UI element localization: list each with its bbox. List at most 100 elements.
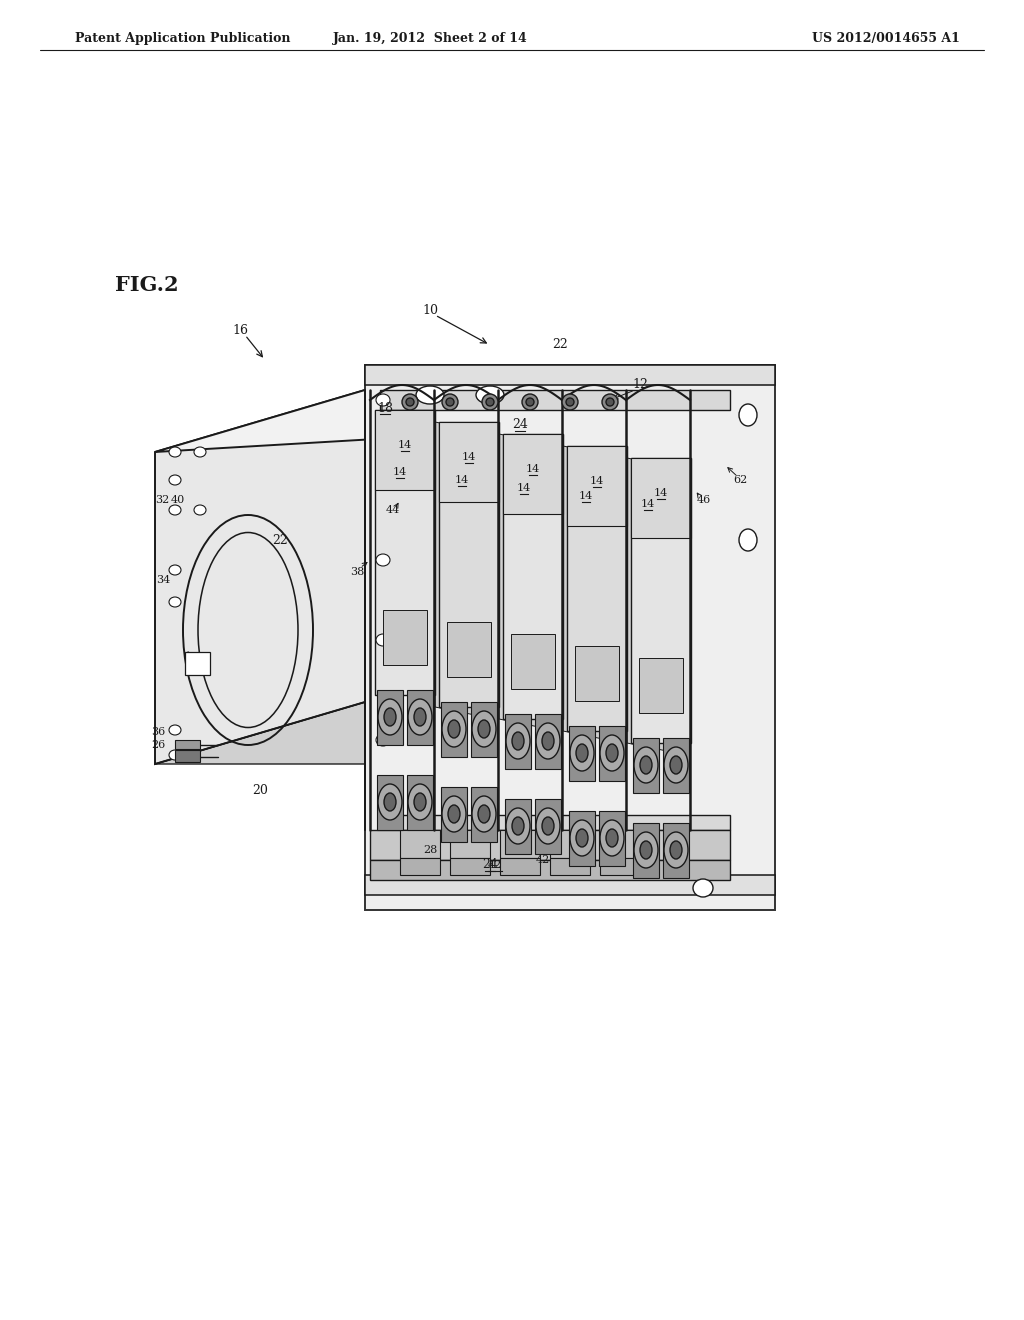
Polygon shape	[155, 702, 770, 837]
Polygon shape	[380, 389, 730, 411]
Polygon shape	[155, 366, 770, 451]
Ellipse shape	[478, 719, 490, 738]
Ellipse shape	[536, 808, 560, 843]
Text: 34: 34	[156, 576, 170, 585]
Polygon shape	[439, 422, 499, 502]
Polygon shape	[633, 822, 659, 878]
Text: 44: 44	[628, 506, 642, 515]
Ellipse shape	[606, 399, 614, 407]
Polygon shape	[505, 799, 531, 854]
Ellipse shape	[739, 529, 757, 550]
Text: 14: 14	[393, 467, 408, 477]
Polygon shape	[663, 822, 689, 878]
Polygon shape	[567, 446, 627, 731]
Ellipse shape	[600, 820, 624, 855]
Polygon shape	[631, 458, 691, 743]
Polygon shape	[365, 875, 775, 895]
Polygon shape	[370, 861, 730, 880]
Ellipse shape	[376, 634, 390, 645]
Text: 44: 44	[548, 515, 562, 525]
Polygon shape	[377, 775, 403, 830]
Text: 22: 22	[552, 338, 568, 351]
Text: 14: 14	[526, 465, 540, 474]
Ellipse shape	[169, 475, 181, 484]
Ellipse shape	[486, 399, 494, 407]
Ellipse shape	[449, 805, 460, 822]
Ellipse shape	[526, 399, 534, 407]
Ellipse shape	[414, 708, 426, 726]
Ellipse shape	[446, 399, 454, 407]
Ellipse shape	[640, 841, 652, 859]
Text: 24: 24	[482, 858, 498, 871]
Ellipse shape	[376, 444, 390, 455]
Text: Patent Application Publication: Patent Application Publication	[75, 32, 291, 45]
Polygon shape	[380, 814, 730, 830]
Ellipse shape	[169, 506, 181, 515]
Ellipse shape	[570, 735, 594, 771]
Ellipse shape	[449, 719, 460, 738]
Ellipse shape	[406, 399, 414, 407]
Text: 44: 44	[386, 506, 400, 515]
Ellipse shape	[506, 723, 530, 759]
Ellipse shape	[640, 756, 652, 774]
Ellipse shape	[478, 805, 490, 822]
Polygon shape	[600, 830, 640, 858]
Ellipse shape	[194, 506, 206, 515]
Text: 24: 24	[512, 418, 528, 432]
Polygon shape	[407, 775, 433, 830]
Ellipse shape	[476, 455, 504, 474]
Polygon shape	[450, 858, 490, 875]
Ellipse shape	[169, 750, 181, 760]
Text: 22: 22	[272, 533, 288, 546]
Ellipse shape	[512, 817, 524, 836]
Polygon shape	[447, 622, 490, 677]
Ellipse shape	[566, 399, 574, 407]
Ellipse shape	[522, 393, 538, 411]
Polygon shape	[535, 799, 561, 854]
Text: Jan. 19, 2012  Sheet 2 of 14: Jan. 19, 2012 Sheet 2 of 14	[333, 32, 527, 45]
Ellipse shape	[542, 733, 554, 750]
Ellipse shape	[664, 832, 688, 869]
Polygon shape	[567, 446, 627, 525]
Text: 14: 14	[579, 491, 593, 502]
Ellipse shape	[512, 733, 524, 750]
Polygon shape	[599, 810, 625, 866]
Text: 14: 14	[517, 483, 531, 492]
Polygon shape	[185, 652, 210, 675]
Text: 10: 10	[422, 304, 438, 317]
Ellipse shape	[506, 808, 530, 843]
Ellipse shape	[402, 393, 418, 411]
Ellipse shape	[169, 447, 181, 457]
Polygon shape	[500, 830, 540, 858]
Text: 14: 14	[641, 499, 655, 510]
Ellipse shape	[606, 829, 618, 847]
Ellipse shape	[600, 735, 624, 771]
Text: 46: 46	[697, 495, 711, 506]
Text: 14: 14	[398, 440, 412, 450]
Ellipse shape	[378, 700, 402, 735]
Text: 16: 16	[232, 323, 248, 337]
Ellipse shape	[476, 385, 504, 404]
Text: 12: 12	[632, 379, 648, 392]
Polygon shape	[441, 702, 467, 756]
Polygon shape	[550, 830, 590, 858]
Ellipse shape	[664, 747, 688, 783]
Text: 20: 20	[252, 784, 268, 796]
Ellipse shape	[169, 597, 181, 607]
Ellipse shape	[442, 796, 466, 832]
Text: 26: 26	[151, 741, 165, 750]
Ellipse shape	[670, 841, 682, 859]
Polygon shape	[407, 690, 433, 744]
Ellipse shape	[602, 393, 618, 411]
Ellipse shape	[414, 793, 426, 810]
Text: 14: 14	[590, 477, 604, 486]
Ellipse shape	[472, 796, 496, 832]
Polygon shape	[435, 422, 495, 719]
Text: 62: 62	[733, 475, 748, 484]
Ellipse shape	[536, 723, 560, 759]
Polygon shape	[569, 810, 595, 866]
Polygon shape	[633, 738, 659, 793]
Polygon shape	[365, 366, 775, 385]
Ellipse shape	[562, 393, 578, 411]
Ellipse shape	[408, 784, 432, 820]
